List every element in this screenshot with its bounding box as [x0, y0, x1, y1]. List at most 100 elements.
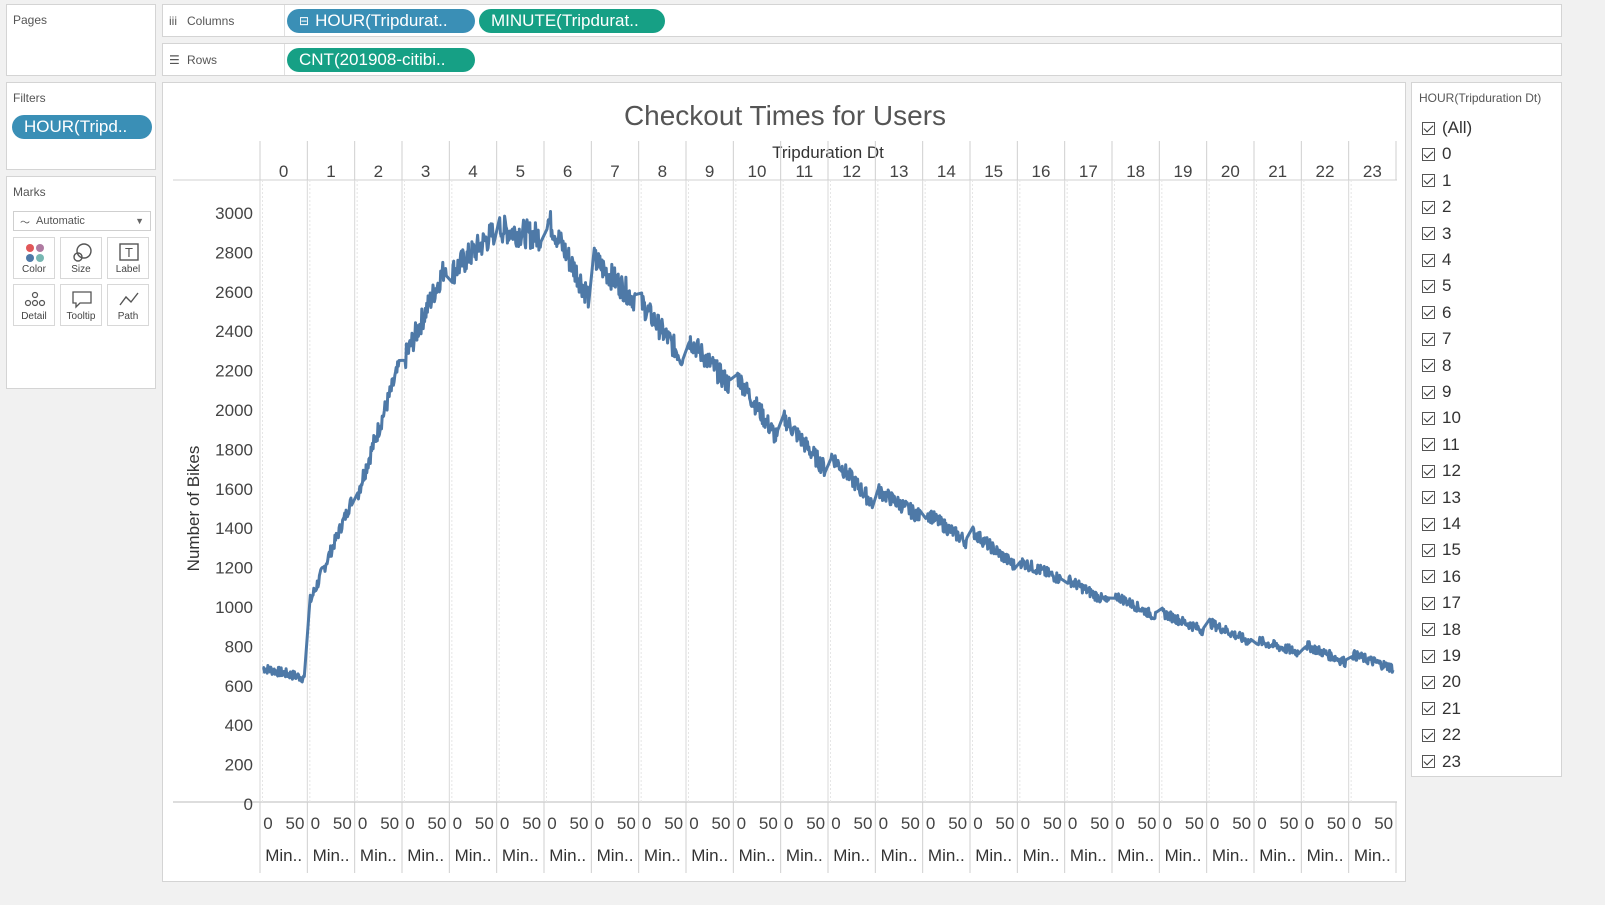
- minute-tick-label: 0: [689, 814, 698, 833]
- filter-item-0[interactable]: 0: [1422, 143, 1451, 165]
- checkbox-checked-icon[interactable]: [1422, 306, 1435, 320]
- filter-item-16[interactable]: 16: [1422, 566, 1461, 588]
- checkbox-checked-icon[interactable]: [1422, 596, 1435, 610]
- checkbox-checked-icon[interactable]: [1422, 464, 1435, 478]
- color-button[interactable]: Color: [13, 237, 55, 279]
- filter-item-21[interactable]: 21: [1422, 698, 1461, 720]
- minute-tick-label: 0: [500, 814, 509, 833]
- checkbox-checked-icon[interactable]: [1422, 649, 1435, 663]
- y-tick-label: 1800: [215, 440, 253, 459]
- size-button[interactable]: Size: [60, 237, 102, 279]
- filter-pill-hour[interactable]: HOUR(Tripd..: [12, 115, 152, 139]
- mark-type-dropdown[interactable]: 〜 Automatic ▼: [13, 211, 151, 231]
- path-button[interactable]: Path: [107, 284, 149, 326]
- checkbox-checked-icon[interactable]: [1422, 517, 1435, 531]
- checkbox-checked-icon[interactable]: [1422, 702, 1435, 716]
- filter-item-8[interactable]: 8: [1422, 355, 1451, 377]
- checkbox-checked-icon[interactable]: [1422, 253, 1435, 267]
- filter-item-12[interactable]: 12: [1422, 460, 1461, 482]
- filter-item-11[interactable]: 11: [1422, 434, 1460, 456]
- tooltip-button[interactable]: Tooltip: [60, 284, 102, 326]
- minute-tick-label: 0: [358, 814, 367, 833]
- size-icon: [73, 243, 92, 262]
- checkbox-checked-icon[interactable]: [1422, 385, 1435, 399]
- hour-header-label: 4: [468, 162, 477, 181]
- filter-item-5[interactable]: 5: [1422, 275, 1451, 297]
- checkbox-checked-icon[interactable]: [1422, 570, 1435, 584]
- checkbox-checked-icon[interactable]: [1422, 755, 1435, 769]
- filter-item-6[interactable]: 6: [1422, 302, 1451, 324]
- minute-tick-label: 0: [1163, 814, 1172, 833]
- checkbox-checked-icon[interactable]: [1422, 411, 1435, 425]
- filter-item-2[interactable]: 2: [1422, 196, 1451, 218]
- filter-item-9[interactable]: 9: [1422, 381, 1451, 403]
- minute-tick-label: 0: [784, 814, 793, 833]
- checkbox-checked-icon[interactable]: [1422, 623, 1435, 637]
- minute-tick-label: 50: [806, 814, 825, 833]
- filter-item-7[interactable]: 7: [1422, 328, 1451, 350]
- columns-shelf[interactable]: iii Columns ⊟ HOUR(Tripdurat.. MINUTE(Tr…: [162, 4, 1562, 37]
- y-tick-label: 2200: [215, 362, 253, 381]
- y-tick-label: 1600: [215, 480, 253, 499]
- checkbox-checked-icon[interactable]: [1422, 121, 1435, 135]
- filter-item-14[interactable]: 14: [1422, 513, 1461, 535]
- checkbox-checked-icon[interactable]: [1422, 359, 1435, 373]
- checkbox-checked-icon[interactable]: [1422, 147, 1435, 161]
- filter-item-all[interactable]: (All): [1422, 117, 1472, 139]
- hour-header-label: 7: [610, 162, 619, 181]
- hour-header-label: 13: [890, 162, 909, 181]
- filter-item-13[interactable]: 13: [1422, 487, 1461, 509]
- filter-item-label: 14: [1442, 514, 1461, 533]
- minute-axis-label: Min..: [975, 846, 1012, 865]
- hour-header-label: 17: [1079, 162, 1098, 181]
- hour-header-label: 6: [563, 162, 572, 181]
- filter-item-1[interactable]: 1: [1422, 170, 1451, 192]
- filter-item-10[interactable]: 10: [1422, 407, 1461, 429]
- filter-item-18[interactable]: 18: [1422, 619, 1461, 641]
- checkbox-checked-icon[interactable]: [1422, 438, 1435, 452]
- checkbox-checked-icon[interactable]: [1422, 728, 1435, 742]
- y-tick-label: 2800: [215, 243, 253, 262]
- quick-filter-title: HOUR(Tripduration Dt): [1419, 91, 1542, 105]
- checkbox-checked-icon[interactable]: [1422, 675, 1435, 689]
- minute-tick-label: 0: [1021, 814, 1030, 833]
- label-button[interactable]: T Label: [107, 237, 149, 279]
- filter-item-label: 13: [1442, 487, 1461, 507]
- hour-header-label: 20: [1221, 162, 1240, 181]
- minute-tick-label: 50: [286, 814, 305, 833]
- filter-item-22[interactable]: 22: [1422, 724, 1461, 746]
- checkbox-checked-icon[interactable]: [1422, 174, 1435, 188]
- filter-item-4[interactable]: 4: [1422, 249, 1451, 271]
- filter-item-3[interactable]: 3: [1422, 223, 1451, 245]
- checkbox-checked-icon[interactable]: [1422, 279, 1435, 293]
- minute-axis-label: Min..: [265, 846, 302, 865]
- detail-button[interactable]: Detail: [13, 284, 55, 326]
- filter-item-17[interactable]: 17: [1422, 592, 1461, 614]
- filter-item-label: 3: [1442, 223, 1452, 243]
- rows-icon: ☰: [169, 52, 180, 67]
- filter-item-label: 8: [1442, 355, 1452, 375]
- checkbox-checked-icon[interactable]: [1422, 332, 1435, 346]
- checkbox-checked-icon[interactable]: [1422, 491, 1435, 505]
- rows-shelf[interactable]: ☰ Rows CNT(201908-citibi..: [162, 43, 1562, 76]
- filter-item-label: 19: [1442, 646, 1461, 665]
- checkbox-checked-icon[interactable]: [1422, 227, 1435, 241]
- minute-axis-label: Min..: [1117, 846, 1154, 865]
- hour-header-label: 14: [937, 162, 956, 181]
- columns-pill-minute[interactable]: MINUTE(Tripdurat..: [479, 9, 665, 33]
- filter-item-15[interactable]: 15: [1422, 539, 1461, 561]
- minute-axis-label: Min..: [313, 846, 350, 865]
- minute-tick-label: 50: [948, 814, 967, 833]
- columns-pill-hour[interactable]: ⊟ HOUR(Tripdurat..: [287, 9, 475, 33]
- filter-item-23[interactable]: 23: [1422, 751, 1461, 773]
- minute-axis-label: Min..: [786, 846, 823, 865]
- rows-pill-count[interactable]: CNT(201908-citibi..: [287, 48, 475, 72]
- color-label: Color: [22, 264, 46, 275]
- minute-tick-label: 50: [1043, 814, 1062, 833]
- y-tick-label: 2400: [215, 322, 253, 341]
- filter-item-19[interactable]: 19: [1422, 645, 1461, 667]
- filters-panel: Filters HOUR(Tripd..: [6, 82, 156, 170]
- checkbox-checked-icon[interactable]: [1422, 200, 1435, 214]
- checkbox-checked-icon[interactable]: [1422, 543, 1435, 557]
- filter-item-20[interactable]: 20: [1422, 671, 1461, 693]
